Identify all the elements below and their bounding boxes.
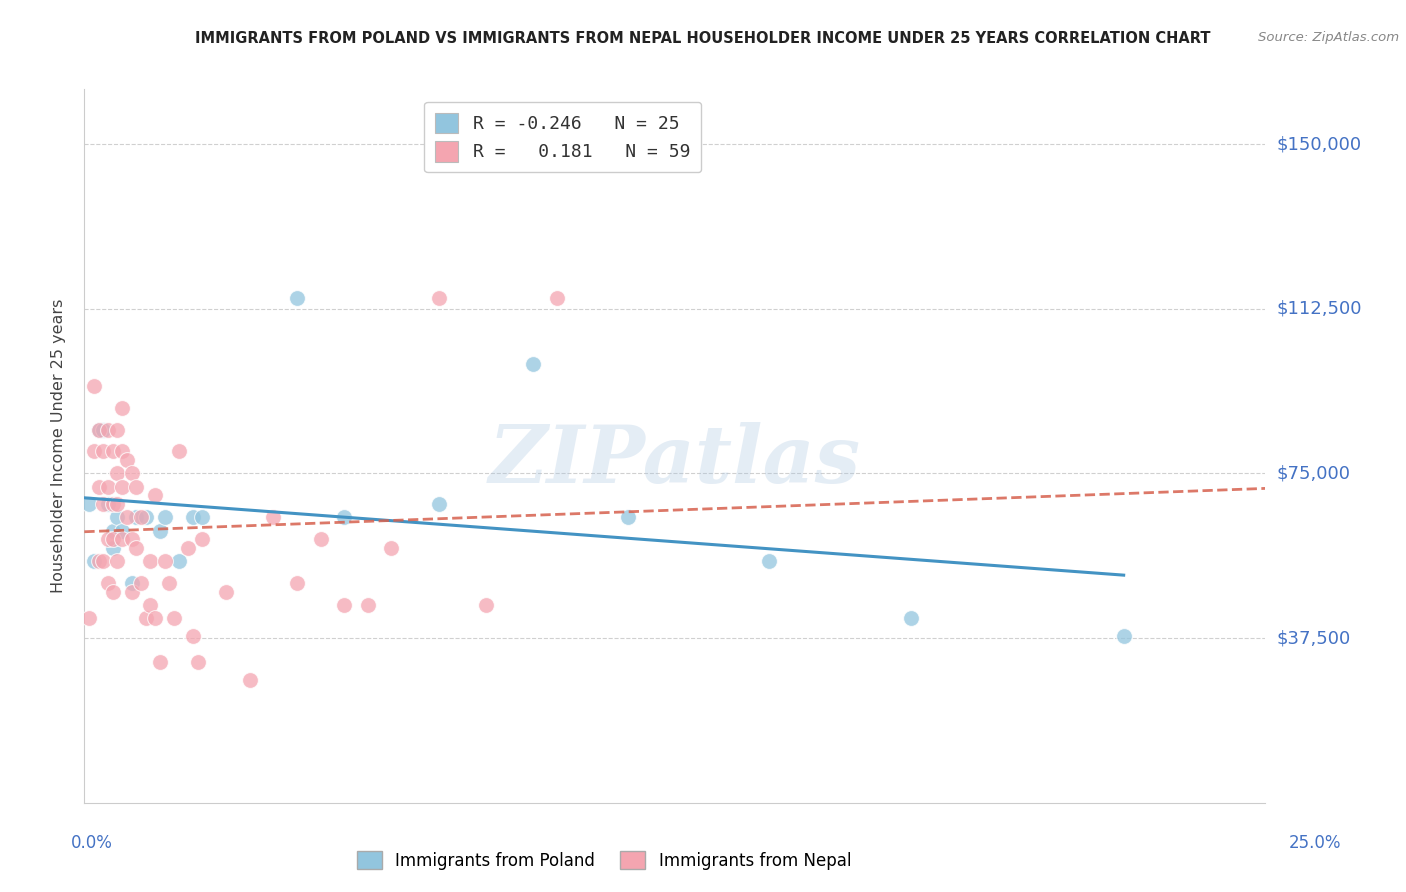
Point xyxy=(97,497,120,511)
Text: 0.0%: 0.0% xyxy=(70,834,112,852)
Point xyxy=(191,533,214,547)
Point xyxy=(111,533,134,547)
Point xyxy=(427,497,450,511)
Point xyxy=(427,291,450,305)
Point xyxy=(97,576,120,591)
Point xyxy=(125,480,148,494)
Point xyxy=(285,291,308,305)
Point xyxy=(163,611,186,625)
Point xyxy=(115,510,138,524)
Text: $37,500: $37,500 xyxy=(1277,629,1351,647)
Point xyxy=(97,480,120,494)
Legend: R = -0.246   N = 25, R =   0.181   N = 59: R = -0.246 N = 25, R = 0.181 N = 59 xyxy=(425,102,702,172)
Point xyxy=(121,576,143,591)
Point xyxy=(900,611,922,625)
Point xyxy=(139,554,162,568)
Point xyxy=(91,554,114,568)
Point xyxy=(121,585,143,599)
Point xyxy=(77,497,100,511)
Point xyxy=(616,510,638,524)
Point xyxy=(129,510,152,524)
Point xyxy=(357,598,380,612)
Point xyxy=(101,497,124,511)
Point xyxy=(153,510,176,524)
Text: Source: ZipAtlas.com: Source: ZipAtlas.com xyxy=(1258,31,1399,45)
Point xyxy=(107,423,129,437)
Point xyxy=(262,510,284,524)
Point xyxy=(111,444,134,458)
Point xyxy=(149,524,172,538)
Point xyxy=(121,467,143,481)
Point xyxy=(143,611,166,625)
Point xyxy=(167,444,190,458)
Point xyxy=(309,533,332,547)
Point xyxy=(153,554,176,568)
Point xyxy=(101,585,124,599)
Point xyxy=(333,598,356,612)
Point xyxy=(107,497,129,511)
Point xyxy=(101,524,124,538)
Text: $75,000: $75,000 xyxy=(1277,465,1351,483)
Point xyxy=(97,533,120,547)
Point xyxy=(129,576,152,591)
Point xyxy=(181,629,204,643)
Text: IMMIGRANTS FROM POLAND VS IMMIGRANTS FROM NEPAL HOUSEHOLDER INCOME UNDER 25 YEAR: IMMIGRANTS FROM POLAND VS IMMIGRANTS FRO… xyxy=(195,31,1211,46)
Point xyxy=(239,673,262,687)
Point xyxy=(83,444,105,458)
Point xyxy=(101,541,124,555)
Point xyxy=(380,541,402,555)
Point xyxy=(87,480,110,494)
Point xyxy=(107,467,129,481)
Point xyxy=(107,554,129,568)
Point xyxy=(139,598,162,612)
Point xyxy=(83,554,105,568)
Text: ZIPatlas: ZIPatlas xyxy=(489,422,860,499)
Point xyxy=(157,576,180,591)
Point xyxy=(91,423,114,437)
Point xyxy=(125,510,148,524)
Point xyxy=(546,291,568,305)
Point xyxy=(115,453,138,467)
Point xyxy=(121,533,143,547)
Point xyxy=(125,541,148,555)
Point xyxy=(285,576,308,591)
Point xyxy=(181,510,204,524)
Point xyxy=(101,444,124,458)
Point xyxy=(97,423,120,437)
Point xyxy=(167,554,190,568)
Point xyxy=(333,510,356,524)
Point xyxy=(91,444,114,458)
Point xyxy=(87,423,110,437)
Point xyxy=(177,541,200,555)
Point xyxy=(135,611,157,625)
Point xyxy=(758,554,780,568)
Point xyxy=(83,378,105,392)
Point xyxy=(107,510,129,524)
Point xyxy=(87,554,110,568)
Point xyxy=(111,401,134,415)
Point xyxy=(187,655,209,669)
Point xyxy=(87,423,110,437)
Point xyxy=(522,357,544,371)
Point xyxy=(475,598,498,612)
Point xyxy=(101,533,124,547)
Text: 25.0%: 25.0% xyxy=(1288,834,1341,852)
Point xyxy=(111,524,134,538)
Point xyxy=(143,488,166,502)
Y-axis label: Householder Income Under 25 years: Householder Income Under 25 years xyxy=(51,299,66,593)
Point xyxy=(77,611,100,625)
Point xyxy=(191,510,214,524)
Text: $112,500: $112,500 xyxy=(1277,300,1362,318)
Point xyxy=(215,585,238,599)
Point xyxy=(149,655,172,669)
Point xyxy=(111,480,134,494)
Text: $150,000: $150,000 xyxy=(1277,135,1361,153)
Point xyxy=(91,497,114,511)
Point xyxy=(135,510,157,524)
Point xyxy=(1112,629,1135,643)
